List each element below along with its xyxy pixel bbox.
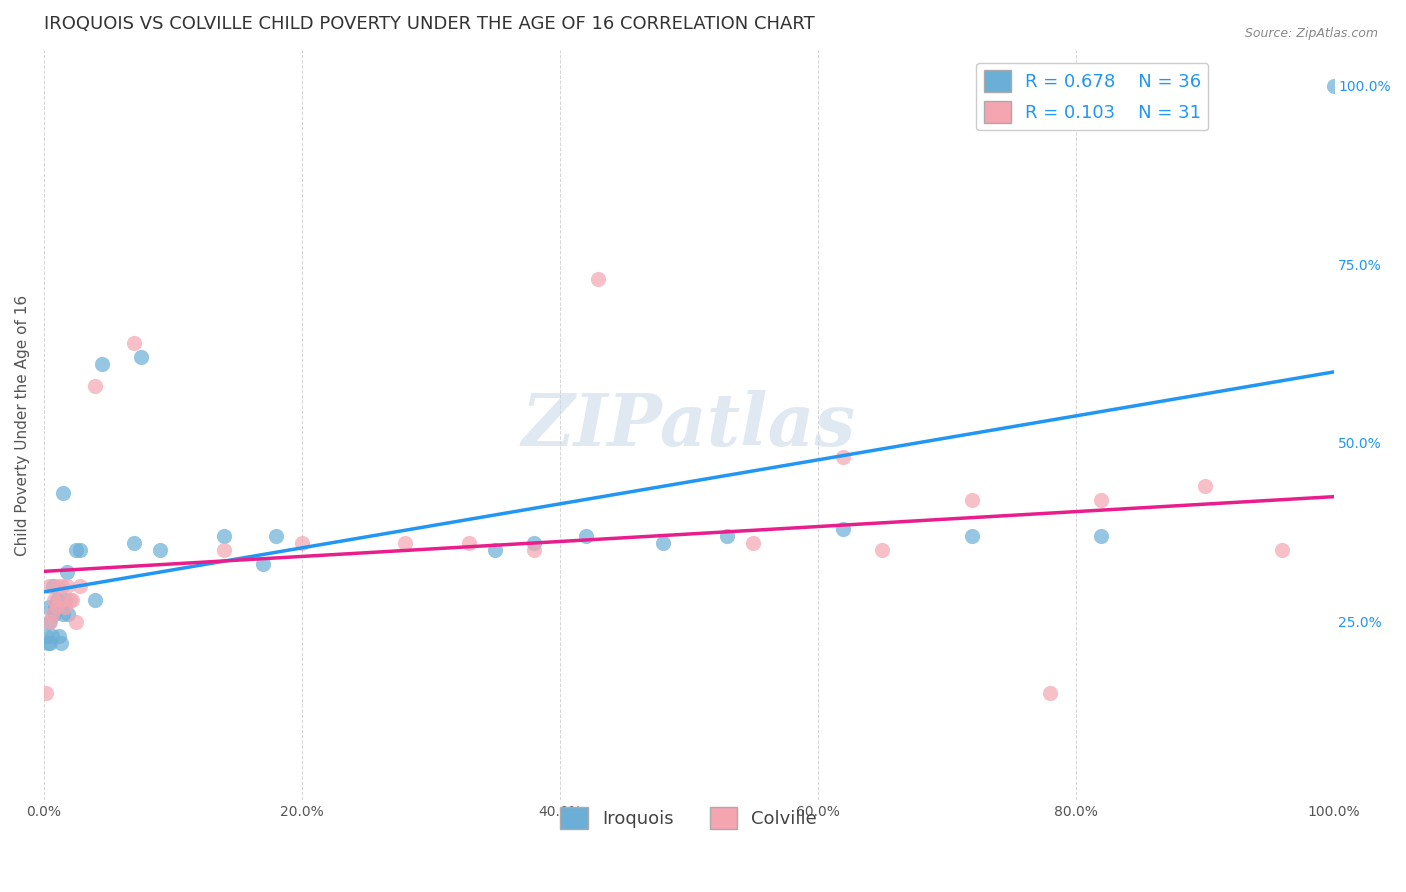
Point — [214, 529, 236, 543]
Point — [56, 565, 79, 579]
Point — [1271, 543, 1294, 558]
Point — [44, 600, 66, 615]
Point — [42, 579, 65, 593]
Point — [716, 529, 738, 543]
Legend: Iroquois, Colville: Iroquois, Colville — [553, 800, 824, 836]
Point — [574, 529, 596, 543]
Point — [45, 600, 67, 615]
Point — [484, 543, 506, 558]
Point — [1322, 78, 1344, 93]
Point — [58, 607, 80, 622]
Point — [46, 579, 69, 593]
Point — [60, 593, 83, 607]
Text: Source: ZipAtlas.com: Source: ZipAtlas.com — [1244, 27, 1378, 40]
Point — [962, 529, 984, 543]
Point — [48, 593, 70, 607]
Point — [252, 558, 274, 572]
Point — [1039, 686, 1062, 700]
Point — [41, 629, 63, 643]
Point — [49, 636, 72, 650]
Point — [84, 593, 107, 607]
Point — [90, 357, 112, 371]
Text: IROQUOIS VS COLVILLE CHILD POVERTY UNDER THE AGE OF 16 CORRELATION CHART: IROQUOIS VS COLVILLE CHILD POVERTY UNDER… — [44, 15, 814, 33]
Point — [149, 543, 172, 558]
Point — [832, 522, 855, 536]
Point — [69, 543, 91, 558]
Point — [523, 543, 546, 558]
Point — [39, 615, 62, 629]
Point — [870, 543, 893, 558]
Point — [38, 600, 60, 615]
Point — [523, 536, 546, 550]
Point — [1194, 479, 1216, 493]
Point — [458, 536, 481, 550]
Point — [38, 615, 60, 629]
Point — [1090, 529, 1112, 543]
Point — [65, 543, 87, 558]
Point — [394, 536, 416, 550]
Point — [651, 536, 673, 550]
Point — [122, 335, 145, 350]
Point — [588, 271, 610, 285]
Point — [35, 686, 58, 700]
Point — [84, 378, 107, 392]
Point — [742, 536, 765, 550]
Point — [65, 615, 87, 629]
Point — [53, 593, 76, 607]
Y-axis label: Child Poverty Under the Age of 16: Child Poverty Under the Age of 16 — [15, 294, 30, 556]
Point — [45, 593, 67, 607]
Point — [56, 579, 79, 593]
Point — [38, 579, 60, 593]
Point — [35, 629, 58, 643]
Point — [39, 636, 62, 650]
Point — [832, 450, 855, 465]
Point — [41, 607, 63, 622]
Point — [264, 529, 287, 543]
Point — [69, 579, 91, 593]
Text: ZIPatlas: ZIPatlas — [522, 390, 856, 460]
Point — [52, 607, 75, 622]
Point — [59, 593, 82, 607]
Point — [37, 636, 59, 650]
Point — [962, 493, 984, 508]
Point — [53, 600, 76, 615]
Point — [51, 579, 73, 593]
Point — [44, 607, 66, 622]
Point — [129, 350, 152, 364]
Point — [291, 536, 314, 550]
Point — [214, 543, 236, 558]
Point — [48, 629, 70, 643]
Point — [122, 536, 145, 550]
Point — [44, 593, 66, 607]
Point — [52, 486, 75, 500]
Point — [1090, 493, 1112, 508]
